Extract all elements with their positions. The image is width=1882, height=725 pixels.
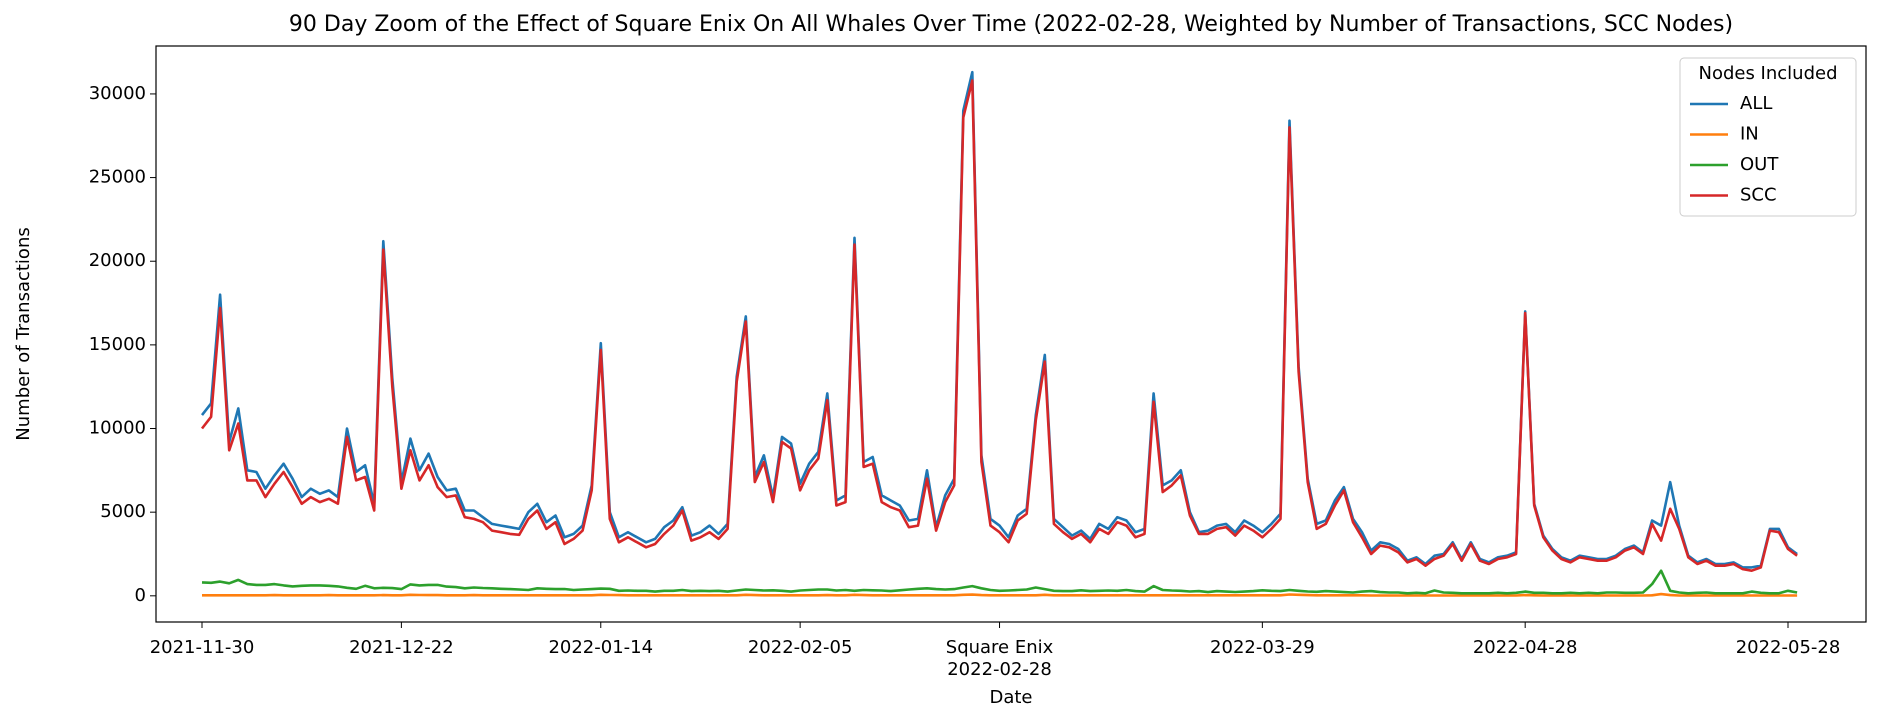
y-tick-label: 15000	[89, 334, 146, 355]
y-tick-label: 30000	[89, 83, 146, 104]
x-axis-label: Date	[989, 687, 1032, 708]
y-tick-label: 5000	[100, 501, 146, 522]
x-tick-label: 2022-05-28	[1736, 637, 1841, 658]
x-tick-label: 2022-02-28	[947, 659, 1052, 680]
x-tick-label: 2021-11-30	[150, 637, 255, 658]
x-tick-label: 2022-03-29	[1210, 637, 1315, 658]
x-tick-label: 2022-04-28	[1473, 637, 1578, 658]
x-tick-label: 2022-01-14	[548, 637, 653, 658]
y-axis-label: Number of Transactions	[13, 227, 34, 440]
event-label: Square Enix	[946, 637, 1054, 658]
y-tick-label: 25000	[89, 167, 146, 188]
y-tick-label: 0	[135, 585, 146, 606]
series-line	[202, 592, 1798, 597]
plot-frame	[155, 45, 1867, 623]
legend-label: IN	[1740, 124, 1759, 145]
legend-title: Nodes Included	[1698, 63, 1837, 84]
series-line	[200, 79, 1798, 572]
legend-box	[1679, 57, 1857, 217]
y-tick-label: 10000	[89, 418, 146, 439]
y-tick-label: 20000	[89, 250, 146, 271]
legend-label: ALL	[1740, 93, 1772, 114]
x-tick-label: 2021-12-22	[349, 637, 454, 658]
legend-label: OUT	[1740, 154, 1779, 175]
x-tick-label: 2022-02-05	[748, 637, 853, 658]
series-line	[201, 569, 1798, 595]
chart-title: 90 Day Zoom of the Effect of Square Enix…	[289, 12, 1733, 37]
legend: Nodes Included ALL IN OUT SCC	[1679, 57, 1857, 217]
legend-label: SCC	[1740, 185, 1777, 206]
series-line	[200, 70, 1798, 569]
